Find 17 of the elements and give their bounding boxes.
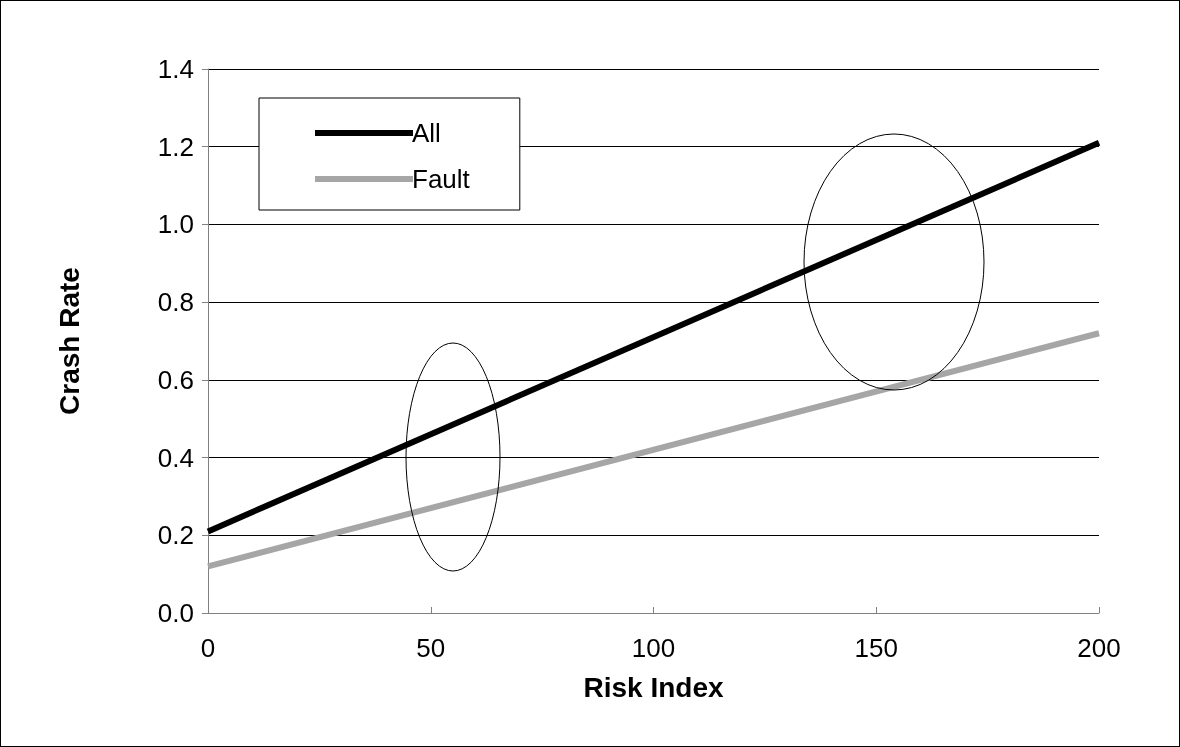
y-tick-label: 0.8 — [157, 287, 194, 318]
x-axis-title: Risk Index — [583, 671, 724, 703]
x-tick-label: 0 — [200, 633, 216, 663]
y-axis-title: Crash Rate — [53, 267, 85, 415]
y-tick-label: 1.0 — [157, 209, 194, 240]
legend-label: Fault — [412, 164, 471, 194]
y-tick-label: 0.2 — [157, 520, 194, 551]
x-tick-label: 50 — [416, 633, 446, 663]
x-tick-label: 200 — [1077, 633, 1121, 663]
y-tick-label: 0.6 — [157, 364, 194, 395]
legend-label: All — [412, 118, 441, 148]
y-tick-label: 0.4 — [157, 442, 194, 473]
y-tick-label: 1.2 — [157, 131, 194, 162]
x-tick-label: 100 — [631, 633, 676, 663]
y-tick-label: 0.0 — [157, 598, 194, 628]
y-tick-label: 1.4 — [157, 54, 194, 84]
x-tick-label: 150 — [854, 633, 898, 663]
